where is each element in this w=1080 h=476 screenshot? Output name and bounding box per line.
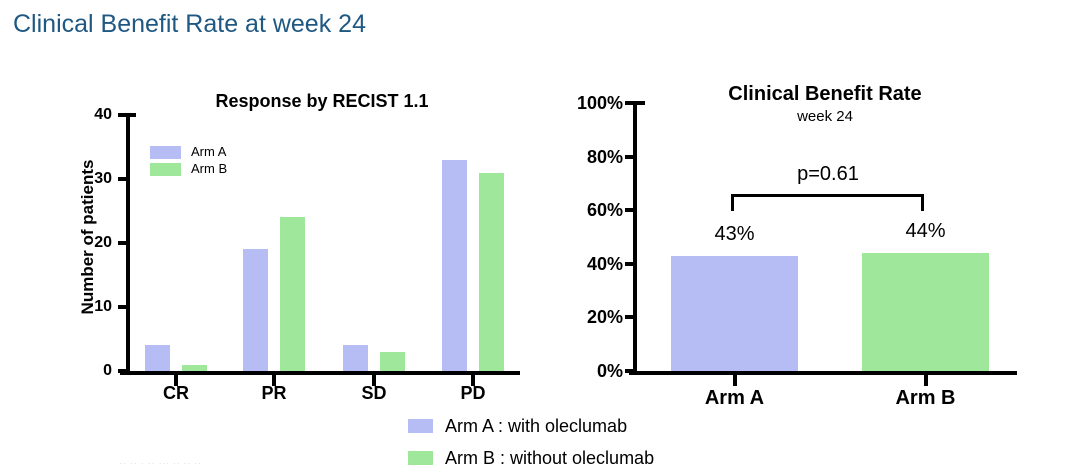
y-tick-0 — [625, 369, 633, 373]
bottom-legend-item-arm-a: Arm A : with oleclumab — [408, 416, 627, 436]
bar-arm-b-pr — [280, 217, 305, 371]
y-tick-label-80: 80% — [586, 146, 623, 167]
x-label-arm-a: Arm A — [704, 387, 765, 409]
x-tick-pd — [471, 375, 475, 386]
cbr-chart-title: Clinical Benefit Rate — [728, 83, 922, 105]
bracket-horizontal — [731, 194, 924, 197]
y-tick-label-10: 10 — [94, 298, 112, 315]
p-value-label: p=0.61 — [797, 163, 859, 185]
x-label-sd: SD — [361, 383, 387, 403]
y-tick-label-20: 20 — [94, 234, 112, 251]
bar-arm-b-cr — [182, 364, 207, 371]
x-axis-line — [629, 371, 1017, 375]
x-axis-line — [120, 371, 520, 375]
bar-value-label-arm-b: 44% — [905, 220, 946, 243]
x-label-cr: CR — [163, 383, 189, 403]
x-tick-sd — [372, 375, 376, 386]
footer-faint-marks: -- -- - -- --- -- -- -- — [120, 461, 203, 467]
y-tick-80 — [625, 154, 633, 159]
bottom-legend-item-arm-b: Arm B : without oleclumab — [408, 448, 654, 468]
bar-arm-a-pd — [442, 159, 467, 371]
bar-arm-a-pr — [243, 249, 268, 371]
arm-b-color-swatch — [408, 451, 433, 465]
bracket-right-end — [921, 194, 924, 211]
bar-value-label-arm-a: 43% — [714, 222, 755, 245]
recist-chart-title: Response by RECIST 1.1 — [215, 91, 429, 111]
cbr-chart-subtitle: week 24 — [797, 108, 853, 125]
y-tick-label-100: 100% — [576, 93, 623, 113]
bar-arm-a-sd — [343, 345, 368, 371]
y-axis-line — [126, 113, 130, 375]
bar-arm-b-pd — [479, 172, 504, 371]
y-tick-label-0: 0% — [596, 361, 623, 381]
bottom-legend-label-arm-a: Arm A : with oleclumab — [445, 415, 628, 436]
inner-legend-swatch-arm-a — [150, 146, 181, 159]
y-tick-0 — [118, 369, 126, 373]
y-tick-40 — [118, 113, 136, 117]
y-tick-60 — [625, 208, 633, 213]
inner-legend-swatch-arm-b — [150, 163, 181, 176]
x-tick-cr — [174, 375, 178, 386]
x-label-arm-b: Arm B — [895, 387, 956, 409]
y-tick-20 — [118, 241, 126, 245]
bottom-legend-label-arm-b: Arm B : without oleclumab — [445, 447, 655, 468]
bar-arm-b — [862, 253, 989, 371]
bar-arm-a — [671, 255, 798, 371]
bar-arm-b-sd — [380, 351, 405, 371]
page-title: Clinical Benefit Rate at week 24 — [13, 10, 366, 38]
y-tick-label-60: 60% — [586, 200, 623, 221]
y-tick-10 — [118, 305, 126, 309]
y-tick-40 — [625, 261, 633, 266]
inner-legend-label-arm-a: Arm A — [191, 144, 227, 159]
inner-legend-label-arm-b: Arm B — [191, 161, 228, 176]
x-label-pr: PR — [261, 383, 287, 403]
y-tick-label-40: 40% — [586, 253, 623, 274]
bar-arm-a-cr — [145, 345, 170, 371]
x-tick-pr — [272, 375, 276, 386]
y-axis-line — [633, 101, 637, 375]
y-tick-label-30: 30 — [94, 170, 112, 187]
y-tick-label-40: 40 — [94, 106, 112, 123]
y-tick-20 — [625, 315, 633, 320]
y-tick-label-20: 20% — [586, 307, 623, 328]
y-tick-100 — [625, 101, 645, 105]
x-label-pd: PD — [460, 383, 486, 403]
bracket-left-end — [731, 194, 734, 211]
x-tick-arm-b — [923, 375, 928, 386]
arm-a-color-swatch — [408, 419, 433, 433]
y-tick-label-0: 0 — [103, 362, 112, 379]
x-tick-arm-a — [732, 375, 737, 386]
y-tick-30 — [118, 177, 126, 181]
